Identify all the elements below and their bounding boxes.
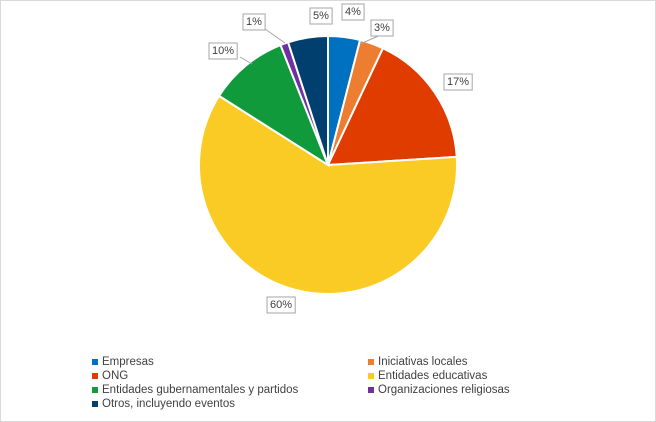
legend-swatch — [92, 359, 98, 365]
legend-item: Entidades educativas — [368, 369, 568, 383]
legend-item: Organizaciones religiosas — [368, 383, 568, 397]
leader-line — [264, 28, 286, 44]
data-label: 60% — [270, 299, 292, 311]
legend: Empresas Iniciativas locales ONG Entidad… — [92, 355, 572, 411]
pie-slice — [286, 34, 329, 166]
legend-swatch — [92, 387, 98, 393]
legend-label: Iniciativas locales — [378, 356, 468, 368]
data-label: 4% — [345, 6, 361, 18]
data-label: 17% — [447, 76, 469, 88]
legend-label: Empresas — [102, 356, 154, 368]
legend-swatch — [368, 359, 374, 365]
legend-item: Entidades gubernamentales y partidos — [92, 383, 368, 397]
pie-slice — [198, 94, 458, 295]
pie-slice — [217, 43, 331, 168]
data-label-box — [341, 3, 365, 21]
data-label: 5% — [313, 10, 329, 22]
legend-item: ONG — [92, 369, 368, 383]
data-label: 10% — [212, 45, 234, 57]
legend-swatch — [92, 401, 98, 407]
data-label: 1% — [246, 16, 262, 28]
legend-swatch — [368, 387, 374, 393]
legend-swatch — [92, 373, 98, 379]
legend-label: Organizaciones religiosas — [378, 384, 510, 396]
legend-label: Entidades gubernamentales y partidos — [102, 384, 299, 396]
legend-item: Iniciativas locales — [368, 355, 568, 369]
legend-label: ONG — [102, 370, 129, 382]
legend-item: Empresas — [92, 355, 368, 369]
legend-label: Otros, incluyendo eventos — [102, 398, 235, 410]
data-label-box — [266, 296, 296, 314]
legend-swatch — [368, 373, 374, 379]
data-label-box — [208, 42, 238, 60]
legend-item: Otros, incluyendo eventos — [92, 397, 368, 411]
data-label: 3% — [374, 22, 390, 34]
pie-slice — [326, 46, 458, 167]
data-label-box — [309, 7, 333, 25]
data-label-box — [242, 13, 266, 31]
data-label-box — [443, 73, 473, 91]
leader-line — [239, 56, 253, 65]
legend-label: Entidades educativas — [378, 370, 488, 382]
data-label-box — [370, 19, 394, 37]
